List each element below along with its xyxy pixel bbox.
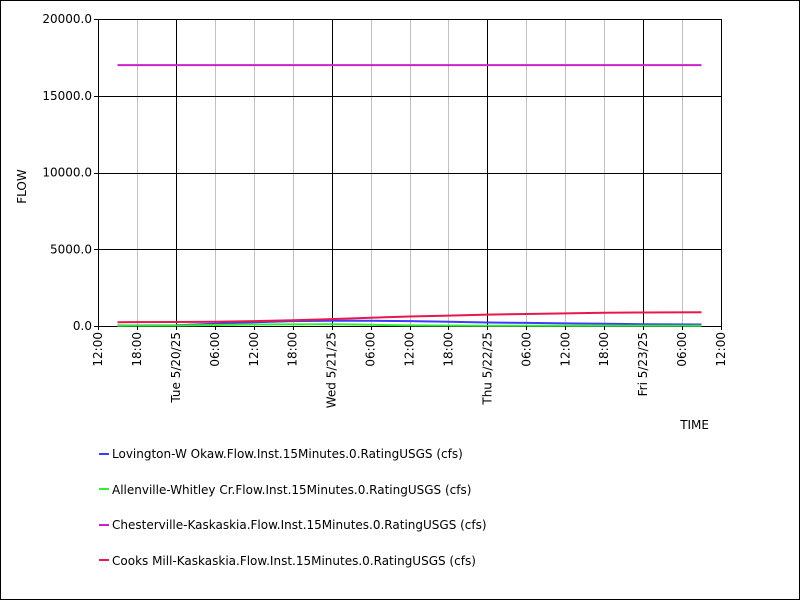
legend-item: Lovington-W Okaw.Flow.Inst.15Minutes.0.R… [99, 447, 463, 463]
y-tick-label: 5000.0 [50, 242, 92, 256]
legend-swatch [99, 559, 109, 561]
x-tick-label: Thu 5/22/25 [480, 332, 494, 406]
x-tick-label: 06:00 [208, 332, 222, 367]
legend-item: Allenville-Whitley Cr.Flow.Inst.15Minute… [99, 483, 471, 499]
x-tick-label: 12:00 [247, 332, 261, 367]
x-axis-label: TIME [679, 418, 709, 432]
legend-item: Chesterville-Kaskaskia.Flow.Inst.15Minut… [99, 518, 487, 534]
x-tick-label: Wed 5/21/25 [325, 332, 339, 408]
legend-swatch [99, 523, 109, 526]
legend-label: Allenville-Whitley Cr.Flow.Inst.15Minute… [112, 482, 472, 497]
x-tick-label: 12:00 [558, 332, 572, 367]
series-lines [117, 64, 702, 327]
series-line [117, 323, 702, 327]
grid [98, 19, 721, 326]
x-tick-label: 18:00 [441, 332, 455, 367]
y-axis-ticks: 0.0 5000.0 10000.0 15000.0 20000.0 [42, 12, 98, 333]
legend-label: Chesterville-Kaskaskia.Flow.Inst.15Minut… [112, 518, 487, 532]
x-tick-label: 18:00 [286, 332, 300, 367]
x-tick-label: 18:00 [597, 332, 611, 367]
y-tick-label: 0.0 [73, 319, 92, 333]
legend-label: Cooks Mill-Kaskaskia.Flow.Inst.15Minutes… [112, 553, 476, 568]
legend-item: Cooks Mill-Kaskaskia.Flow.Inst.15Minutes… [99, 554, 476, 570]
legend-label: Lovington-W Okaw.Flow.Inst.15Minutes.0.R… [112, 447, 463, 461]
y-axis-label: FLOW [15, 169, 29, 204]
x-tick-label: 06:00 [675, 332, 689, 367]
x-tick-label: Fri 5/23/25 [636, 332, 650, 396]
series-line [117, 311, 702, 324]
legend-swatch [99, 488, 109, 490]
y-tick-label: 10000.0 [42, 166, 92, 180]
legend-swatch [99, 452, 109, 455]
x-tick-label: 06:00 [519, 332, 533, 367]
y-tick-label: 20000.0 [42, 12, 92, 26]
series-line [117, 319, 702, 327]
x-tick-label: 12:00 [714, 332, 728, 367]
x-tick-label: 12:00 [91, 332, 105, 367]
x-tick-label: 06:00 [364, 332, 378, 367]
y-tick-label: 15000.0 [42, 89, 92, 103]
x-axis-ticks: 12:00 18:00 Tue 5/20/25 06:00 12:00 18:00 Wed … [91, 326, 728, 408]
x-tick-label: Tue 5/20/25 [169, 332, 183, 404]
x-tick-label: 18:00 [130, 332, 144, 367]
x-tick-label: 12:00 [403, 332, 417, 367]
